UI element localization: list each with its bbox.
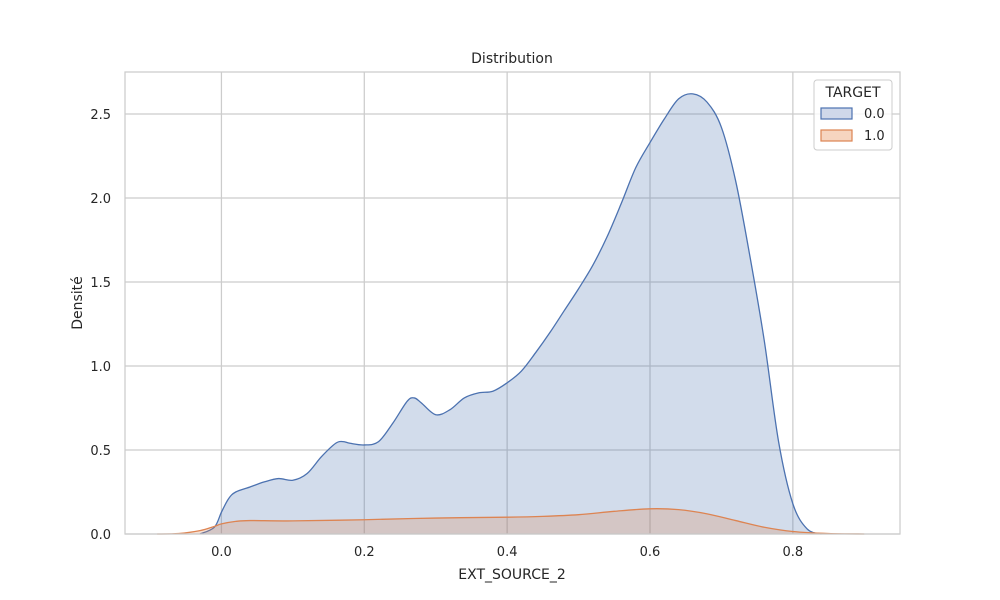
legend-label-0: 0.0	[864, 107, 885, 122]
plot-frame	[124, 71, 901, 535]
legend-swatch-1	[820, 129, 853, 142]
x-tick-label: 0.2	[354, 545, 375, 560]
legend-title: TARGET	[824, 85, 880, 101]
x-tick-label: 0.8	[783, 545, 804, 560]
x-tick-label: 0.6	[640, 545, 661, 560]
y-tick-label: 0.0	[90, 528, 111, 543]
series-layer	[157, 93, 865, 535]
legend: TARGET 0.0 1.0	[813, 79, 893, 151]
y-axis-ticks: 0.0 0.5 1.0 1.5 2.0 2.5	[90, 108, 111, 543]
x-tick-label: 0.4	[497, 545, 518, 560]
density-line-1	[157, 508, 865, 535]
y-axis-label: Densité	[70, 276, 86, 330]
plot-area	[125, 72, 900, 534]
y-tick-label: 2.5	[90, 108, 111, 123]
legend-swatch-0	[820, 107, 853, 120]
y-tick-label: 2.0	[90, 192, 111, 207]
legend-label-1: 1.0	[864, 129, 885, 144]
x-axis-ticks: 0.0 0.2 0.4 0.6 0.8	[211, 545, 803, 560]
x-axis-label: EXT_SOURCE_2	[458, 567, 565, 583]
y-tick-label: 1.5	[90, 276, 111, 291]
y-tick-label: 1.0	[90, 360, 111, 375]
y-tick-label: 0.5	[90, 444, 111, 459]
chart-title: Distribution	[471, 51, 553, 67]
density-area-0	[200, 93, 822, 534]
density-line-0	[199, 93, 822, 535]
x-tick-label: 0.0	[211, 545, 232, 560]
density-area-1	[157, 508, 865, 534]
